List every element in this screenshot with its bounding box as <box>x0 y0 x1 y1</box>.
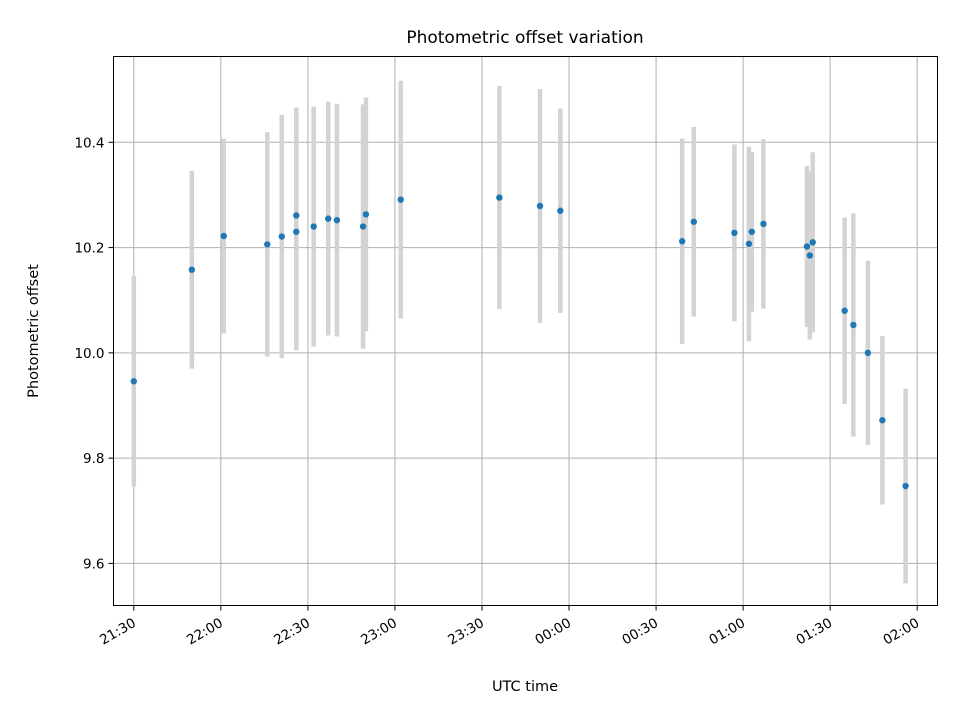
data-point <box>841 307 848 314</box>
y-axis-label: Photometric offset <box>26 264 42 398</box>
data-point <box>310 223 317 230</box>
data-point <box>809 239 816 246</box>
data-point <box>496 194 503 201</box>
data-point <box>362 211 370 218</box>
grid <box>113 56 938 606</box>
data-point <box>278 233 285 240</box>
data-point <box>220 232 227 240</box>
y-tick-label: 10.2 <box>74 241 104 257</box>
data-point <box>293 228 300 235</box>
data-points <box>130 194 909 490</box>
data-point <box>850 321 857 329</box>
y-tick-label: 10.4 <box>74 135 104 151</box>
data-point <box>130 378 138 385</box>
data-point <box>678 238 686 245</box>
data-point <box>864 349 872 357</box>
data-point <box>264 241 271 248</box>
data-point <box>536 202 544 210</box>
data-point <box>748 228 756 235</box>
y-tick-label: 9.6 <box>83 556 104 572</box>
data-point <box>803 243 811 250</box>
data-point <box>397 196 404 203</box>
data-point <box>902 482 909 490</box>
data-point <box>806 252 814 259</box>
data-point <box>293 212 300 219</box>
chart-title: Photometric offset variation <box>406 28 643 48</box>
y-tick-label: 10.0 <box>74 346 104 362</box>
data-point <box>333 216 341 224</box>
data-point <box>690 218 697 225</box>
y-tick-label: 9.8 <box>83 451 104 467</box>
data-point <box>359 223 367 230</box>
data-point <box>325 215 332 222</box>
data-point <box>557 207 564 214</box>
data-point <box>760 220 767 228</box>
data-point <box>731 229 738 237</box>
data-point <box>188 266 196 273</box>
data-point <box>879 417 886 424</box>
x-axis-label: UTC time <box>492 679 558 695</box>
plot-frame <box>113 56 938 606</box>
data-point <box>745 240 753 248</box>
